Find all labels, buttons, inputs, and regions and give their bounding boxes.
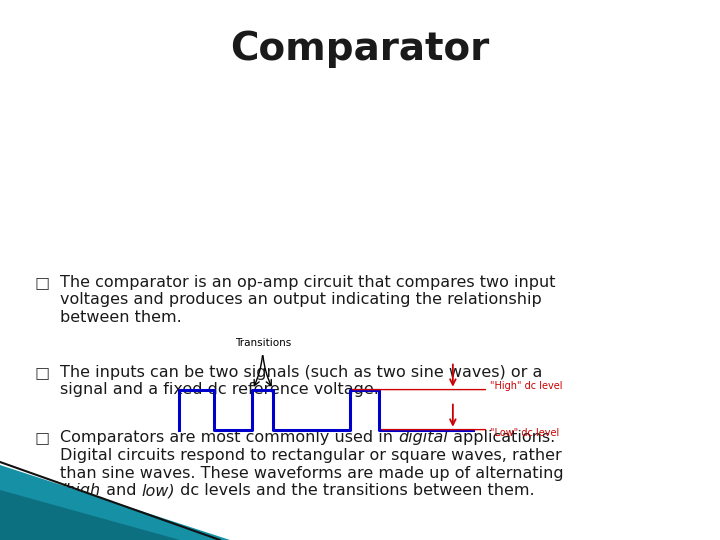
- Text: digital: digital: [398, 430, 448, 445]
- Text: Comparators are most commonly used in: Comparators are most commonly used in: [60, 430, 398, 445]
- Text: "High" dc level: "High" dc level: [490, 381, 562, 391]
- Text: "Low" dc level: "Low" dc level: [490, 428, 559, 438]
- Text: Transitions: Transitions: [235, 338, 291, 348]
- Text: The comparator is an op-amp circuit that compares two input
voltages and produce: The comparator is an op-amp circuit that…: [60, 275, 556, 325]
- Text: (high: (high: [60, 483, 101, 498]
- Text: applications.: applications.: [448, 430, 555, 445]
- Text: and: and: [101, 483, 142, 498]
- Text: Digital circuits respond to rectangular or square waves, rather: Digital circuits respond to rectangular …: [60, 448, 562, 463]
- Text: than sine waves. These waveforms are made up of alternating: than sine waves. These waveforms are mad…: [60, 465, 564, 481]
- Text: dc levels and the transitions between them.: dc levels and the transitions between th…: [176, 483, 535, 498]
- Text: □: □: [35, 275, 50, 290]
- Polygon shape: [0, 465, 230, 540]
- Text: The inputs can be two signals (such as two sine waves) or a
signal and a fixed d: The inputs can be two signals (such as t…: [60, 365, 542, 397]
- Polygon shape: [0, 490, 180, 540]
- Text: Comparator: Comparator: [230, 30, 490, 68]
- Text: □: □: [35, 365, 50, 380]
- Text: □: □: [35, 430, 50, 445]
- Text: low): low): [142, 483, 176, 498]
